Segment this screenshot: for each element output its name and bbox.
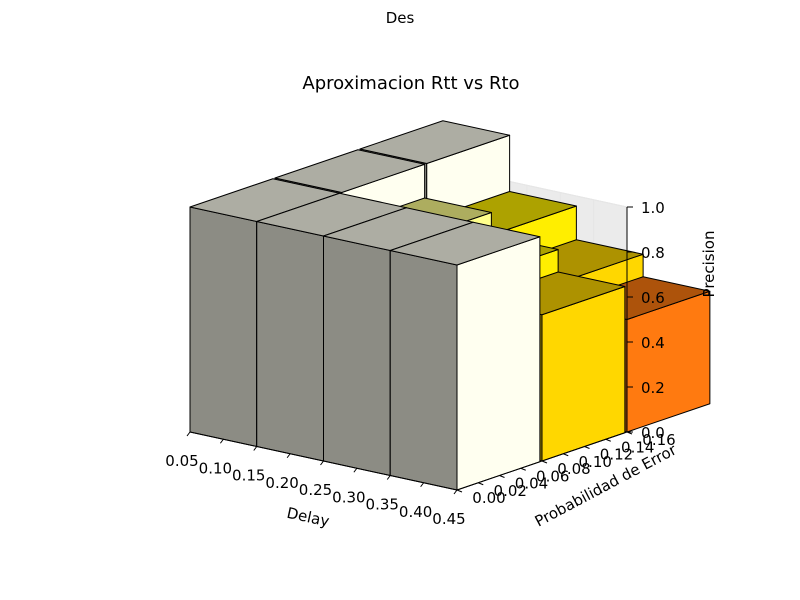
y-tick-mark <box>478 482 484 486</box>
x-tick-label: 0.30 <box>332 488 365 506</box>
x-tick-label: 0.05 <box>165 452 198 470</box>
bar-front-face-10 <box>323 235 391 476</box>
z-axis-label: Precision <box>700 231 718 298</box>
y-tick-mark <box>541 460 548 464</box>
y-tick-label: 0.14 <box>621 438 654 456</box>
figure-suptitle: Des <box>385 9 415 27</box>
x-tick-label: 0.20 <box>265 474 298 492</box>
bar-front-face-8 <box>189 206 258 447</box>
bar-side-face-11 <box>456 236 541 491</box>
y-tick-mark <box>563 453 569 457</box>
y-tick-label: 0.16 <box>642 431 675 449</box>
y-tick-mark <box>499 475 505 478</box>
x-tick-label: 0.45 <box>432 510 465 528</box>
z-tick-label: 1.0 <box>641 199 665 217</box>
x-tick-label: 0.40 <box>399 503 432 521</box>
y-tick-label: 0.04 <box>515 475 548 493</box>
z-tick-label: 0.6 <box>641 289 665 307</box>
x-tick-label: 0.15 <box>232 467 265 485</box>
y-tick-mark <box>456 489 463 493</box>
bar-front-face-11 <box>389 250 458 491</box>
x-tick-label: 0.25 <box>299 481 332 499</box>
x-tick-mark <box>253 446 258 451</box>
y-tick-label: 0.12 <box>600 446 633 464</box>
x-tick-mark <box>186 431 191 437</box>
y-tick-label: 0.00 <box>472 489 505 507</box>
x-tick-mark <box>453 489 458 495</box>
x-tick-mark <box>320 460 324 466</box>
x-tick-mark <box>353 467 358 473</box>
bar-front-face-9 <box>256 221 324 462</box>
z-tick-label: 0.0 <box>641 424 665 442</box>
bar-top-face-11 <box>389 221 541 266</box>
y-tick-label: 0.10 <box>579 453 612 471</box>
bar-side-face-7 <box>541 285 626 462</box>
x-tick-mark <box>286 453 291 459</box>
x-tick-mark <box>420 482 425 488</box>
y-tick-mark <box>584 446 590 449</box>
z-tick-label: 0.8 <box>641 244 665 262</box>
y-tick-mark <box>520 467 526 471</box>
bar-top-face-4 <box>274 149 426 193</box>
x-axis-label: Delay <box>285 504 331 531</box>
y-tick-label: 0.06 <box>536 467 569 485</box>
x-tick-label: 0.10 <box>199 459 232 477</box>
x-tick-mark <box>219 438 224 444</box>
z-tick-label: 0.4 <box>641 334 665 352</box>
bar-top-face-0 <box>359 120 511 164</box>
chart-title: Aproximacion Rtt vs Rto <box>302 73 520 94</box>
x-tick-label: 0.35 <box>366 496 399 514</box>
y-tick-mark <box>605 438 611 442</box>
z-tick-label: 0.2 <box>641 379 665 397</box>
y-tick-label: 0.08 <box>557 460 590 478</box>
x-tick-mark <box>386 475 391 480</box>
y-tick-label: 0.02 <box>494 482 527 500</box>
